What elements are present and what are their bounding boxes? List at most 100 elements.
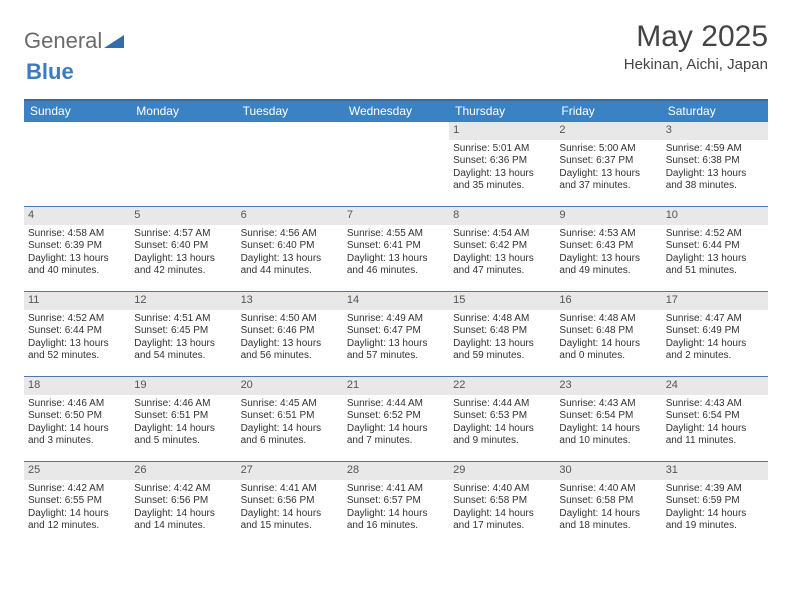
daylight-line1: Daylight: 14 hours: [134, 423, 232, 436]
day-number: 25: [24, 462, 130, 480]
daylight-line1: Daylight: 14 hours: [28, 423, 126, 436]
daylight-line1: Daylight: 14 hours: [347, 508, 445, 521]
day-cell: 18Sunrise: 4:46 AMSunset: 6:50 PMDayligh…: [24, 377, 130, 461]
day-cell: 30Sunrise: 4:40 AMSunset: 6:58 PMDayligh…: [555, 462, 661, 546]
daylight-line2: and 47 minutes.: [453, 265, 551, 278]
daylight-line2: and 16 minutes.: [347, 520, 445, 533]
daylight-line2: and 7 minutes.: [347, 435, 445, 448]
day-cell: 3Sunrise: 4:59 AMSunset: 6:38 PMDaylight…: [662, 122, 768, 206]
logo-text-general: General: [24, 28, 102, 54]
day-number: 9: [555, 207, 661, 225]
day-cell: 4Sunrise: 4:58 AMSunset: 6:39 PMDaylight…: [24, 207, 130, 291]
day-number: 26: [130, 462, 236, 480]
sunset-text: Sunset: 6:52 PM: [347, 410, 445, 423]
week-row: 18Sunrise: 4:46 AMSunset: 6:50 PMDayligh…: [24, 376, 768, 461]
location-label: Hekinan, Aichi, Japan: [624, 56, 768, 73]
sunset-text: Sunset: 6:56 PM: [134, 495, 232, 508]
dow-friday: Friday: [555, 101, 661, 121]
day-number: 31: [662, 462, 768, 480]
sunrise-text: Sunrise: 4:59 AM: [666, 143, 764, 156]
daylight-line1: Daylight: 14 hours: [559, 508, 657, 521]
sunset-text: Sunset: 6:43 PM: [559, 240, 657, 253]
day-cell: 24Sunrise: 4:43 AMSunset: 6:54 PMDayligh…: [662, 377, 768, 461]
title-block: May 2025 Hekinan, Aichi, Japan: [624, 20, 768, 73]
day-number: 24: [662, 377, 768, 395]
day-cell: 25Sunrise: 4:42 AMSunset: 6:55 PMDayligh…: [24, 462, 130, 546]
sunrise-text: Sunrise: 4:42 AM: [134, 483, 232, 496]
sunset-text: Sunset: 6:44 PM: [666, 240, 764, 253]
day-cell: 2Sunrise: 5:00 AMSunset: 6:37 PMDaylight…: [555, 122, 661, 206]
daylight-line1: Daylight: 14 hours: [28, 508, 126, 521]
sunrise-text: Sunrise: 4:56 AM: [241, 228, 339, 241]
daylight-line1: Daylight: 14 hours: [241, 423, 339, 436]
day-number: 23: [555, 377, 661, 395]
sunset-text: Sunset: 6:48 PM: [559, 325, 657, 338]
daylight-line2: and 12 minutes.: [28, 520, 126, 533]
daylight-line2: and 54 minutes.: [134, 350, 232, 363]
day-of-week-header: Sunday Monday Tuesday Wednesday Thursday…: [24, 101, 768, 121]
day-number: 16: [555, 292, 661, 310]
day-cell: 26 Sunrise: 4:42 AMSunset: 6:56 PMDayligh…: [130, 462, 236, 546]
day-cell: 9Sunrise: 4:53 AMSunset: 6:43 PMDaylight…: [555, 207, 661, 291]
daylight-line2: and 44 minutes.: [241, 265, 339, 278]
daylight-line2: and 56 minutes.: [241, 350, 339, 363]
day-cell: 10Sunrise: 4:52 AMSunset: 6:44 PMDayligh…: [662, 207, 768, 291]
daylight-line2: and 38 minutes.: [666, 180, 764, 193]
daylight-line1: Daylight: 14 hours: [666, 508, 764, 521]
daylight-line1: Daylight: 14 hours: [134, 508, 232, 521]
daylight-line2: and 35 minutes.: [453, 180, 551, 193]
daylight-line1: Daylight: 13 hours: [28, 253, 126, 266]
daylight-line1: Daylight: 13 hours: [559, 168, 657, 181]
daylight-line1: Daylight: 13 hours: [241, 253, 339, 266]
day-number: 13: [237, 292, 343, 310]
day-cell: 16Sunrise: 4:48 AMSunset: 6:48 PMDayligh…: [555, 292, 661, 376]
day-cell: 14Sunrise: 4:49 AMSunset: 6:47 PMDayligh…: [343, 292, 449, 376]
day-number: 22: [449, 377, 555, 395]
sunrise-text: Sunrise: 4:47 AM: [666, 313, 764, 326]
dow-sunday: Sunday: [24, 101, 130, 121]
sunrise-text: Sunrise: 4:46 AM: [28, 398, 126, 411]
daylight-line2: and 15 minutes.: [241, 520, 339, 533]
sunrise-text: Sunrise: 4:44 AM: [347, 398, 445, 411]
day-cell: 19Sunrise: 4:46 AMSunset: 6:51 PMDayligh…: [130, 377, 236, 461]
daylight-line2: and 18 minutes.: [559, 520, 657, 533]
daylight-line1: Daylight: 13 hours: [134, 338, 232, 351]
sunrise-text: Sunrise: 4:51 AM: [134, 313, 232, 326]
sunset-text: Sunset: 6:59 PM: [666, 495, 764, 508]
sunset-text: Sunset: 6:44 PM: [28, 325, 126, 338]
daylight-line1: Daylight: 13 hours: [347, 338, 445, 351]
sunrise-text: Sunrise: 4:45 AM: [241, 398, 339, 411]
sunset-text: Sunset: 6:37 PM: [559, 155, 657, 168]
day-number: 5: [130, 207, 236, 225]
daylight-line2: and 37 minutes.: [559, 180, 657, 193]
sunrise-text: Sunrise: 4:43 AM: [666, 398, 764, 411]
sunrise-text: Sunrise: 4:54 AM: [453, 228, 551, 241]
sunrise-text: Sunrise: 4:52 AM: [28, 313, 126, 326]
sunset-text: Sunset: 6:40 PM: [241, 240, 339, 253]
sunset-text: Sunset: 6:54 PM: [666, 410, 764, 423]
day-cell: 12Sunrise: 4:51 AMSunset: 6:45 PMDayligh…: [130, 292, 236, 376]
sunset-text: Sunset: 6:54 PM: [559, 410, 657, 423]
sunrise-text: Sunrise: 4:53 AM: [559, 228, 657, 241]
day-cell: 23Sunrise: 4:43 AMSunset: 6:54 PMDayligh…: [555, 377, 661, 461]
sunset-text: Sunset: 6:47 PM: [347, 325, 445, 338]
sunset-text: Sunset: 6:57 PM: [347, 495, 445, 508]
sunset-text: Sunset: 6:39 PM: [28, 240, 126, 253]
day-number: 15: [449, 292, 555, 310]
day-number: 3: [662, 122, 768, 140]
sunset-text: Sunset: 6:51 PM: [134, 410, 232, 423]
sunrise-text: Sunrise: 4:50 AM: [241, 313, 339, 326]
daylight-line2: and 42 minutes.: [134, 265, 232, 278]
sunrise-text: Sunrise: 4:55 AM: [347, 228, 445, 241]
daylight-line2: and 6 minutes.: [241, 435, 339, 448]
sunrise-text: Sunrise: 4:52 AM: [666, 228, 764, 241]
sunrise-text: Sunrise: 4:48 AM: [559, 313, 657, 326]
sunset-text: Sunset: 6:41 PM: [347, 240, 445, 253]
sunrise-text: Sunrise: 4:48 AM: [453, 313, 551, 326]
logo: General: [24, 28, 124, 54]
day-cell: 15Sunrise: 4:48 AMSunset: 6:48 PMDayligh…: [449, 292, 555, 376]
day-number: 29: [449, 462, 555, 480]
sunset-text: Sunset: 6:58 PM: [559, 495, 657, 508]
sunset-text: Sunset: 6:38 PM: [666, 155, 764, 168]
sunrise-text: Sunrise: 4:49 AM: [347, 313, 445, 326]
